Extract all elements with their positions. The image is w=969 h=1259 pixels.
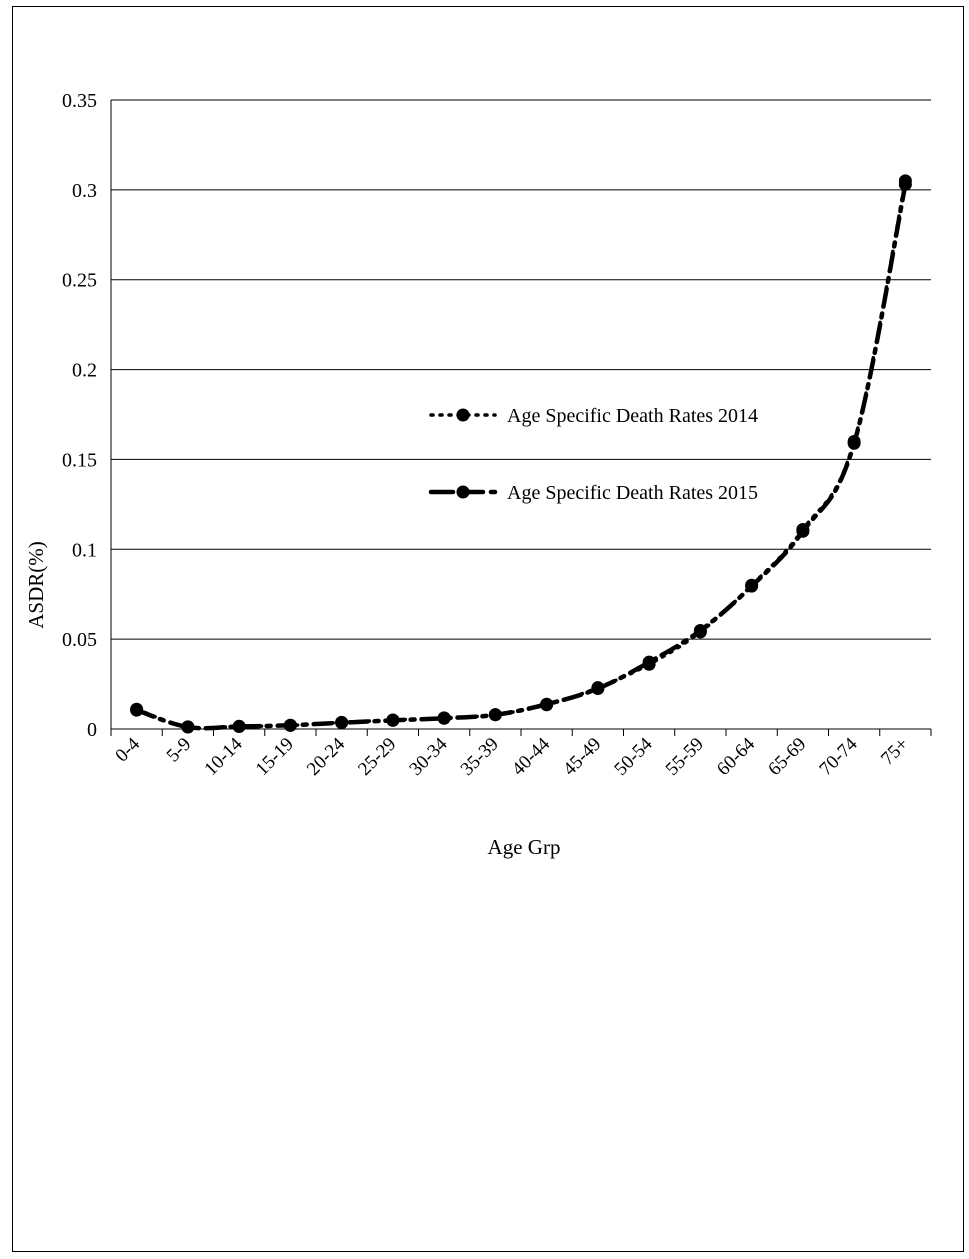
- y-tick-label: 0.35: [62, 90, 97, 112]
- x-tick-label: 15-19: [252, 734, 298, 780]
- legend-label: Age Specific Death Rates 2015: [507, 482, 758, 504]
- x-tick-label: 10-14: [200, 733, 247, 780]
- data-point: [745, 579, 759, 593]
- line-chart: 0 0.05 0.1 0.15 0.2 0.25 0.3 0.35 0-4 5-9 10-14 15…: [24, 90, 932, 859]
- data-point: [693, 624, 707, 638]
- x-tick-label: 20-24: [303, 733, 350, 780]
- x-tick-label: 70-74: [815, 733, 862, 780]
- data-point: [386, 713, 400, 727]
- data-point: [898, 177, 912, 191]
- data-point: [540, 697, 554, 711]
- series-line: [134, 179, 908, 730]
- y-tick-label: 0.2: [72, 360, 97, 382]
- x-tick-label: 25-29: [354, 734, 400, 780]
- y-tick-label: 0: [87, 719, 97, 741]
- x-tick-label: 65-69: [764, 734, 810, 780]
- data-point: [181, 720, 195, 734]
- x-tick-label: 35-39: [457, 734, 503, 780]
- x-tick-label: 50-54: [610, 733, 657, 780]
- data-point: [437, 711, 451, 725]
- x-tick-label: 60-64: [713, 733, 760, 780]
- x-tick-label: 40-44: [508, 733, 555, 780]
- data-point: [130, 703, 144, 717]
- x-tick-label: 45-49: [559, 734, 605, 780]
- data-point: [591, 682, 605, 696]
- x-tick-label: 0-4: [111, 733, 144, 766]
- y-tick-label: 0.3: [72, 180, 97, 202]
- series-1: [130, 174, 912, 734]
- legend-entry: Age Specific Death Rates 2014: [429, 405, 758, 427]
- series-line: [134, 182, 908, 731]
- data-point: [232, 719, 246, 733]
- x-axis-label: Age Grp: [488, 835, 561, 859]
- x-tick-labels: 0-4 5-9 10-14 15-19 20-24 25-29 30-34 35-39 40-4…: [111, 733, 913, 780]
- legend-label: Age Specific Death Rates 2014: [507, 405, 758, 427]
- series-2: [130, 177, 912, 734]
- x-tick-label: 75+: [877, 734, 913, 770]
- y-axis-label: ASDR(%): [24, 541, 48, 629]
- y-tick-label: 0.1: [72, 539, 97, 561]
- x-tick-label: 30-34: [405, 733, 452, 780]
- data-point: [488, 708, 502, 722]
- data-point: [283, 718, 297, 732]
- legend: Age Specific Death Rates 2014 Age Specifi…: [428, 405, 758, 504]
- x-tick-label: 55-59: [662, 734, 708, 780]
- data-point: [847, 436, 861, 450]
- series: [130, 174, 912, 734]
- y-tick-label: 0.25: [62, 270, 97, 292]
- legend-entry: Age Specific Death Rates 2015: [428, 482, 758, 504]
- y-tick-labels: 0 0.05 0.1 0.15 0.2 0.25 0.3 0.35: [62, 90, 97, 741]
- data-point: [335, 716, 349, 730]
- y-tick-label: 0.15: [62, 449, 97, 471]
- legend-marker: [456, 408, 470, 422]
- gridlines: [111, 99, 931, 640]
- y-tick-label: 0.05: [62, 629, 97, 651]
- x-tick-label: 5-9: [163, 734, 196, 767]
- data-point: [796, 524, 810, 538]
- data-point: [642, 655, 656, 669]
- legend-marker: [456, 485, 470, 499]
- chart-frame: 0 0.05 0.1 0.15 0.2 0.25 0.3 0.35 0-4 5-9 10-14 15…: [12, 6, 964, 1252]
